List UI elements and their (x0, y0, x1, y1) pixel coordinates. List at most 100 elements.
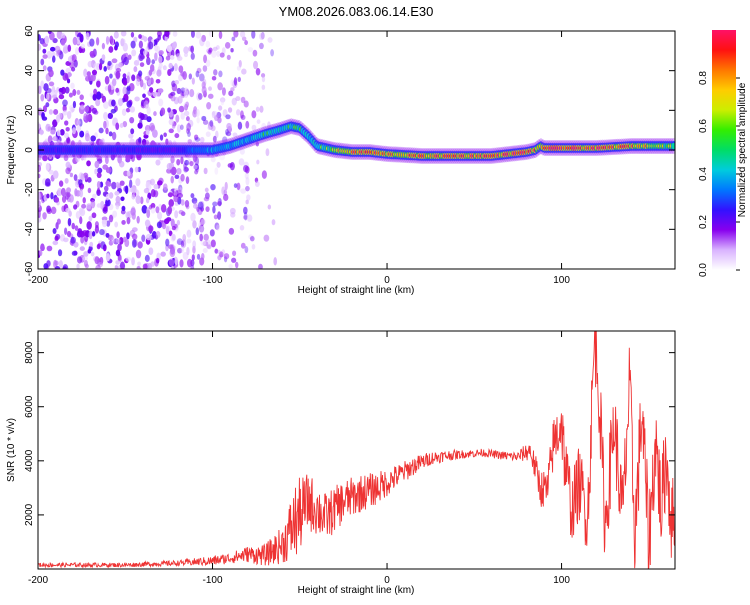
heatmap-cell (63, 154, 69, 162)
heatmap-cell (101, 216, 108, 222)
heatmap-cell (89, 38, 95, 47)
heatmap-cell (52, 240, 59, 246)
heatmap-cell (40, 58, 45, 66)
heatmap-cell (191, 140, 196, 147)
heatmap-cell (149, 122, 155, 131)
heatmap-cell (90, 251, 95, 257)
heatmap-cell (39, 129, 44, 135)
heatmap-cell (260, 73, 266, 78)
heatmap-cell (56, 129, 61, 137)
heatmap-cell (180, 211, 186, 217)
heatmap-cell (189, 160, 194, 167)
heatmap-cell (203, 167, 208, 175)
heatmap-cell (119, 180, 125, 186)
heatmap-cell (211, 49, 217, 58)
heatmap-cell (79, 246, 85, 251)
spectrogram-y-axis-label: Frequency (Hz) (6, 116, 17, 185)
heatmap-cell (225, 114, 231, 120)
heatmap-cell (47, 126, 52, 131)
heatmap-cell (80, 236, 85, 244)
heatmap-cell (107, 84, 112, 93)
heatmap-cell (217, 249, 221, 255)
heatmap-cell (73, 174, 78, 182)
heatmap-cell (127, 54, 132, 60)
heatmap-cell (209, 229, 215, 237)
heatmap-cell (135, 178, 141, 187)
heatmap-cell (64, 177, 69, 184)
heatmap-cell (227, 163, 233, 168)
heatmap-cell (119, 237, 124, 245)
heatmap-cell (157, 180, 163, 186)
heatmap-cell (38, 200, 41, 207)
heatmap-cell (158, 50, 164, 55)
heatmap-cell (219, 97, 226, 103)
heatmap-cell (99, 200, 105, 210)
heatmap-cell (111, 99, 116, 107)
heatmap-cell (74, 188, 78, 197)
heatmap-cell (173, 194, 179, 203)
heatmap-cell (237, 76, 241, 83)
heatmap-cell (95, 264, 101, 269)
heatmap-cell (193, 155, 197, 164)
heatmap-cell (46, 193, 50, 199)
heatmap-cell (166, 45, 173, 53)
colorbar-tick-label: 0.0 (698, 263, 709, 277)
heatmap-cell (214, 248, 219, 254)
heatmap-cell (139, 79, 144, 88)
heatmap-cell (65, 161, 71, 169)
heatmap-cell (47, 31, 52, 35)
heatmap-cell (191, 77, 195, 85)
heatmap-cell (170, 91, 176, 97)
heatmap-cell (160, 107, 166, 116)
heatmap-cell (65, 167, 71, 175)
heatmap-cell (143, 36, 148, 42)
heatmap-cell (66, 191, 71, 198)
heatmap-cell (96, 180, 101, 189)
heatmap-cell (258, 42, 264, 50)
heatmap-cell (176, 238, 183, 245)
heatmap-cell (228, 90, 234, 97)
heatmap-cell (94, 224, 100, 234)
heatmap-cell (263, 234, 270, 242)
heatmap-cell (155, 206, 160, 214)
heatmap-cell (148, 69, 153, 76)
heatmap-cell (96, 37, 100, 46)
heatmap-cell (195, 70, 200, 78)
heatmap-cell (38, 173, 41, 179)
heatmap-cell (244, 172, 249, 180)
heatmap-cell (240, 188, 247, 194)
spectrogram-x-tick-label: 0 (384, 275, 390, 286)
heatmap-cell (267, 37, 273, 43)
heatmap-cell (86, 203, 92, 210)
heatmap-cell (243, 206, 248, 215)
heatmap-cell (170, 95, 176, 102)
heatmap-cell (192, 153, 198, 163)
heatmap-cell (79, 130, 85, 138)
heatmap-cell (156, 69, 162, 77)
heatmap-cell (138, 137, 142, 144)
heatmap-cell (111, 236, 115, 244)
heatmap-cell (103, 111, 108, 121)
heatmap-cell (202, 240, 209, 247)
heatmap-cell (240, 96, 246, 104)
heatmap-cell (157, 88, 164, 94)
heatmap-cell (174, 257, 178, 266)
heatmap-cell (239, 31, 246, 38)
heatmap-cell (165, 226, 170, 235)
heatmap-cell (92, 193, 97, 199)
heatmap-cell (97, 167, 103, 174)
heatmap-cell (111, 78, 117, 87)
heatmap-cell (240, 242, 246, 249)
heatmap-cell (85, 114, 90, 122)
heatmap-cell (42, 65, 47, 71)
heatmap-cell (233, 183, 238, 188)
heatmap-cell (180, 245, 185, 254)
heatmap-cell (52, 94, 57, 99)
heatmap-cell (224, 181, 228, 191)
heatmap-cell (114, 221, 119, 228)
heatmap-cell (40, 80, 45, 89)
heatmap-cell (151, 230, 157, 239)
snr-panel: -200 -100 0 100 2000 4000 6000 8000 Height of … (6, 330, 676, 596)
heatmap-cell (106, 182, 112, 187)
heatmap-cell (134, 166, 139, 173)
